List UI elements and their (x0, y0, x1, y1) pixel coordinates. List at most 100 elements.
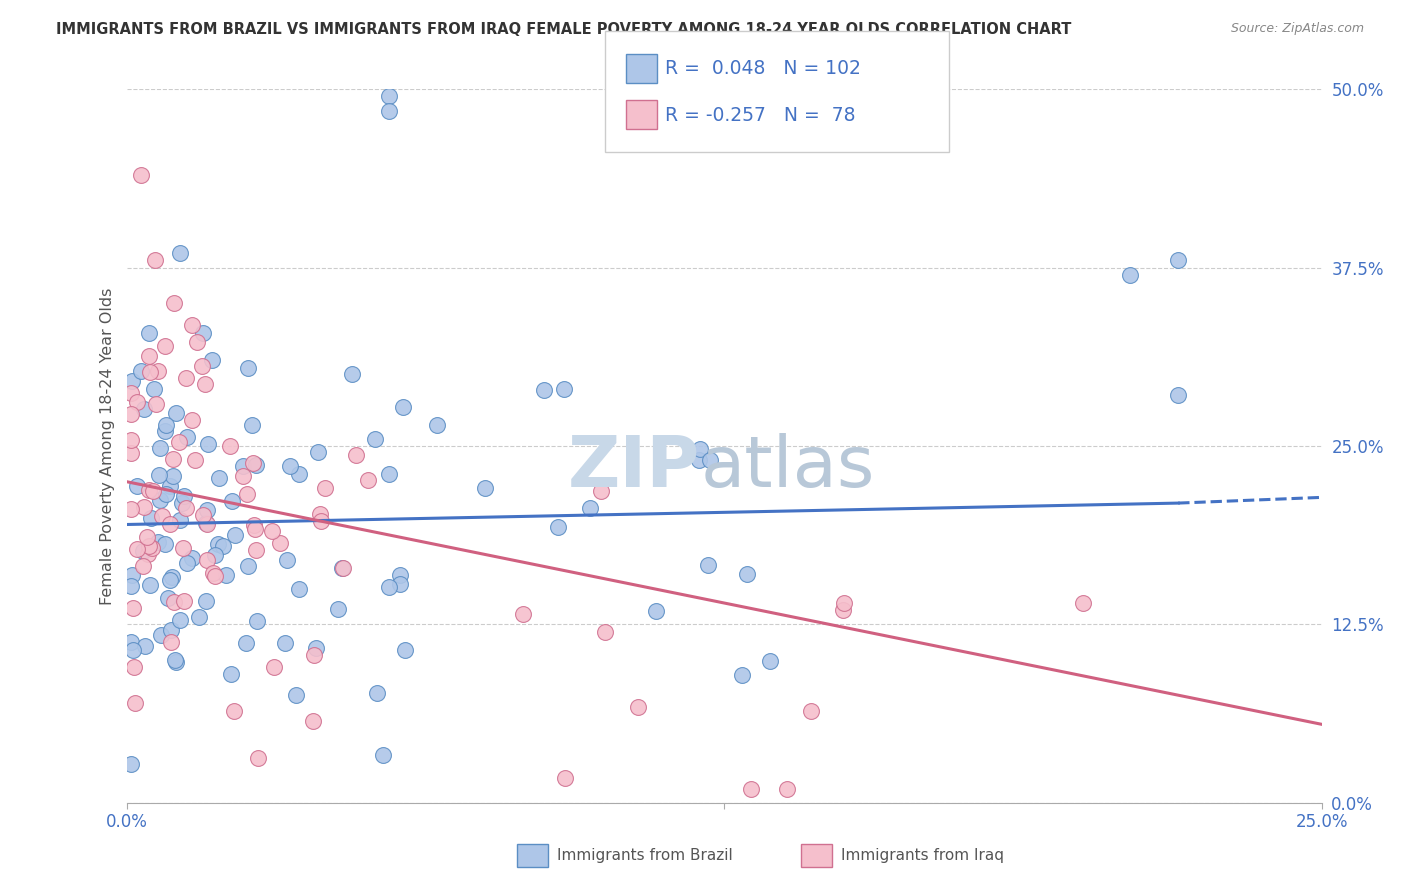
Point (364, 432, 387, 446)
Point (219, 439, 242, 453)
Point (389, 576, 412, 591)
Point (135, 530, 157, 544)
Point (1071, 596, 1094, 610)
Point (139, 511, 162, 525)
Point (159, 479, 181, 493)
Point (235, 636, 257, 650)
Point (132, 500, 155, 515)
Point (173, 489, 195, 503)
Point (120, 756, 142, 771)
Point (287, 467, 309, 481)
Point (195, 503, 218, 517)
Point (150, 508, 173, 523)
Point (776, 781, 799, 796)
Point (160, 635, 183, 649)
Point (512, 607, 534, 621)
Point (124, 696, 146, 710)
Point (1167, 388, 1189, 402)
Point (340, 368, 363, 382)
Point (169, 245, 191, 260)
Point (302, 648, 325, 662)
Point (309, 514, 332, 528)
Point (219, 666, 242, 681)
Point (207, 537, 229, 551)
Point (378, 580, 401, 594)
Point (167, 434, 190, 449)
Point (141, 541, 163, 555)
Point (232, 459, 254, 474)
Point (138, 326, 160, 340)
Point (181, 551, 204, 566)
Point (138, 350, 160, 364)
Point (194, 516, 217, 530)
Point (394, 642, 416, 657)
Point (688, 453, 710, 467)
Point (224, 704, 246, 718)
Point (274, 636, 297, 650)
Point (201, 566, 224, 581)
Point (194, 377, 217, 392)
Point (162, 468, 184, 483)
Point (165, 656, 187, 670)
Point (180, 318, 202, 332)
Point (332, 561, 354, 575)
Point (149, 493, 172, 508)
Point (159, 516, 181, 531)
Point (169, 513, 191, 527)
Point (832, 602, 855, 616)
Point (132, 543, 155, 558)
Point (276, 553, 298, 567)
Point (170, 496, 193, 510)
Point (245, 543, 267, 558)
Point (758, 654, 780, 668)
Point (305, 640, 328, 655)
Point (159, 623, 181, 637)
Point (149, 442, 172, 456)
Point (554, 772, 576, 786)
Point (172, 541, 194, 555)
Point (194, 594, 217, 608)
Point (235, 487, 257, 501)
Point (156, 591, 179, 605)
Point (125, 394, 148, 409)
Point (280, 459, 302, 474)
Point (1167, 253, 1189, 268)
Point (153, 537, 176, 551)
Point (627, 700, 650, 714)
Point (474, 481, 496, 495)
Point (378, 103, 401, 118)
Point (309, 507, 332, 521)
Point (181, 413, 204, 427)
Point (212, 540, 235, 554)
Point (125, 479, 148, 493)
Point (285, 688, 308, 702)
Point (645, 604, 668, 618)
Point (245, 458, 267, 472)
Point (120, 501, 142, 516)
Point (146, 535, 169, 549)
Point (260, 524, 283, 539)
Point (344, 448, 367, 462)
Point (193, 326, 215, 340)
Point (240, 417, 263, 432)
Point (143, 253, 166, 268)
Point (155, 417, 177, 432)
Point (122, 660, 145, 674)
Point (591, 484, 613, 499)
Point (148, 468, 170, 483)
Point (136, 547, 159, 561)
Point (699, 453, 721, 467)
Point (139, 364, 162, 378)
Point (129, 168, 152, 182)
Point (245, 522, 267, 536)
Point (204, 549, 226, 563)
Point (195, 552, 218, 566)
Point (120, 385, 142, 400)
Text: R =  0.048   N = 102: R = 0.048 N = 102 (665, 59, 860, 78)
Point (176, 430, 198, 444)
Point (173, 594, 195, 608)
Point (238, 559, 260, 574)
Point (125, 541, 148, 556)
Point (366, 686, 388, 700)
Text: ZIP: ZIP (568, 433, 700, 502)
